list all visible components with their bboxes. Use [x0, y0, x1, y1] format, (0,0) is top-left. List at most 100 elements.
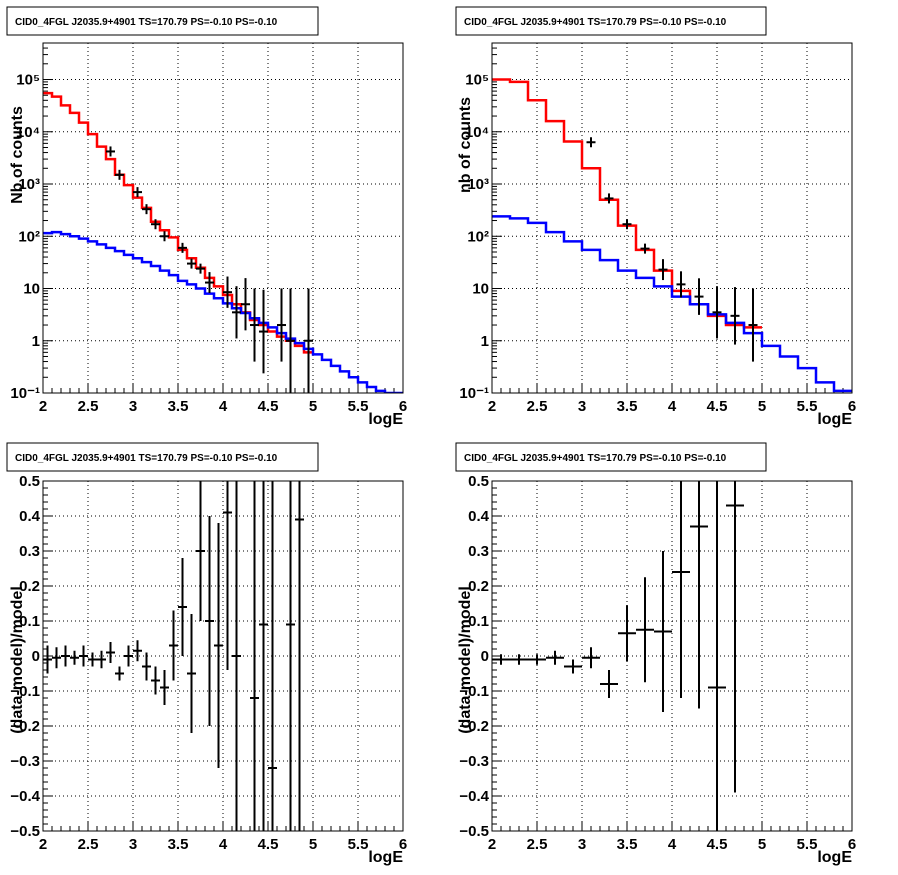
x-tick-label: 2.5 — [78, 398, 99, 415]
chart-title: CID0_4FGL J2035.9+4901 TS=170.79 PS=-0.1… — [464, 17, 727, 28]
x-tick-label: 2 — [488, 836, 496, 853]
plot-area — [43, 481, 304, 831]
title-box — [455, 6, 767, 36]
panel-bottom-left-residuals: 2 2.5 3 3.5 4 4.5 5 5.5 6 −0.5 −0.4 −0.3 −0.2 −0.1 0 0.… — [6, 442, 407, 866]
y-tick-label: 10⁴ — [16, 124, 40, 141]
title-box — [6, 6, 319, 36]
y-tick-label: 1 — [481, 333, 489, 350]
panel-bottom-right-residuals: 2 2.5 3 3.5 4 4.5 5 5.5 6 −0.5 −0.4 −0.3 −0.2 −0.1 0 0.… — [455, 442, 856, 866]
chart-title: CID0_4FGL J2035.9+4901 TS=170.79 PS=-0.1… — [464, 453, 727, 464]
y-tick-label: −0.2 — [459, 718, 489, 735]
x-tick-label: 2.5 — [527, 398, 548, 415]
plot-frame — [491, 480, 853, 832]
histogram-line — [43, 230, 403, 393]
x-tick-label: 5.5 — [797, 836, 818, 853]
plot-area — [43, 91, 403, 393]
y-tick-label: 10² — [467, 228, 489, 245]
y-tick-label: 0.2 — [468, 578, 489, 595]
x-tick-label: 4.5 — [258, 398, 279, 415]
y-tick-label: 10 — [472, 281, 489, 298]
x-tick-label: 3.5 — [168, 836, 189, 853]
x-tick-label: 6 — [848, 836, 856, 853]
x-tick-label: 4 — [219, 398, 228, 415]
x-tick-label: 4 — [219, 836, 228, 853]
y-tick-label: 0.4 — [19, 508, 41, 525]
histogram-line — [492, 215, 852, 393]
y-tick-label: −0.5 — [10, 823, 40, 840]
y-tick-label: −0.1 — [10, 683, 40, 700]
x-axis-label: logE — [817, 411, 852, 428]
x-tick-label: 6 — [848, 398, 856, 415]
x-tick-label: 4.5 — [258, 836, 279, 853]
x-tick-label: 4.5 — [707, 398, 728, 415]
y-tick-label: 0 — [32, 648, 40, 665]
x-tick-label: 3.5 — [168, 398, 189, 415]
y-tick-label: −0.4 — [459, 788, 489, 805]
x-tick-label: 3.5 — [617, 836, 638, 853]
y-tick-label: −0.3 — [459, 753, 489, 770]
y-tick-label: −0.3 — [10, 753, 40, 770]
y-tick-label: 0.1 — [19, 613, 40, 630]
chart-title: CID0_4FGL J2035.9+4901 TS=170.79 PS=-0.1… — [15, 17, 278, 28]
x-tick-label: 2 — [39, 836, 47, 853]
x-tick-label: 5.5 — [348, 398, 369, 415]
y-tick-label: 0.2 — [19, 578, 40, 595]
y-tick-label: 10³ — [18, 176, 40, 193]
y-axis-label: Nb of counts — [9, 106, 26, 204]
plot-frame — [491, 42, 853, 394]
plot-frame — [42, 480, 404, 832]
x-axis-label: logE — [368, 411, 403, 428]
y-tick-label: 0.5 — [468, 473, 489, 490]
x-axis-label: logE — [817, 849, 852, 866]
y-tick-label: −0.4 — [10, 788, 40, 805]
y-tick-label: −0.5 — [459, 823, 489, 840]
y-tick-label: −0.1 — [459, 683, 489, 700]
x-tick-label: 2.5 — [527, 836, 548, 853]
x-tick-label: 4 — [668, 836, 677, 853]
y-tick-label: 0.1 — [468, 613, 489, 630]
y-tick-label: 10⁻¹ — [459, 385, 489, 402]
x-tick-label: 4.5 — [707, 836, 728, 853]
y-tick-label: 10 — [23, 281, 40, 298]
panel-top-left-counts: 2 2.5 3 3.5 4 4.5 5 5.5 6 10⁻¹ 1 10 10² 10³ 10⁴ 10⁵ logE… — [6, 6, 407, 428]
x-tick-label: 2 — [488, 398, 496, 415]
y-tick-label: 10³ — [467, 176, 489, 193]
x-tick-label: 3.5 — [617, 398, 638, 415]
x-tick-label: 6 — [399, 836, 407, 853]
x-tick-label: 2.5 — [78, 836, 99, 853]
x-tick-label: 4 — [668, 398, 677, 415]
x-tick-label: 6 — [399, 398, 407, 415]
x-tick-label: 5 — [758, 836, 766, 853]
y-axis-label: nb of counts — [457, 97, 474, 193]
x-tick-label: 3 — [578, 836, 586, 853]
plot-area — [492, 78, 852, 393]
y-tick-label: 0.3 — [468, 543, 489, 560]
y-tick-label: 1 — [32, 333, 40, 350]
x-tick-label: 2 — [39, 398, 47, 415]
y-tick-label: 0.5 — [19, 473, 40, 490]
x-tick-label: 5 — [758, 398, 766, 415]
y-axis-label: (data-model)/model — [9, 586, 26, 734]
x-tick-label: 5.5 — [797, 398, 818, 415]
x-tick-label: 5.5 — [348, 836, 369, 853]
y-tick-label: 0.3 — [19, 543, 40, 560]
plot-frame — [42, 42, 404, 394]
x-tick-label: 3 — [578, 398, 586, 415]
y-tick-label: 10⁴ — [465, 124, 489, 141]
title-box — [455, 442, 767, 472]
x-tick-label: 5 — [309, 836, 317, 853]
y-tick-label: 10⁵ — [16, 72, 40, 89]
y-tick-label: 10² — [18, 228, 40, 245]
x-tick-label: 3 — [129, 398, 137, 415]
plot-area — [492, 481, 744, 831]
x-tick-label: 5 — [309, 398, 317, 415]
chart-title: CID0_4FGL J2035.9+4901 TS=170.79 PS=-0.1… — [15, 453, 278, 464]
title-box — [6, 442, 319, 472]
y-axis-label: (data-model)/model — [457, 586, 474, 734]
x-axis-label: logE — [368, 849, 403, 866]
x-tick-label: 3 — [129, 836, 137, 853]
y-tick-label: −0.2 — [10, 718, 40, 735]
y-tick-label: 0.4 — [468, 508, 490, 525]
panel-top-right-counts: 2 2.5 3 3.5 4 4.5 5 5.5 6 10⁻¹ 1 10 10² 10³ 10⁴ 10⁵ logE… — [455, 6, 856, 428]
